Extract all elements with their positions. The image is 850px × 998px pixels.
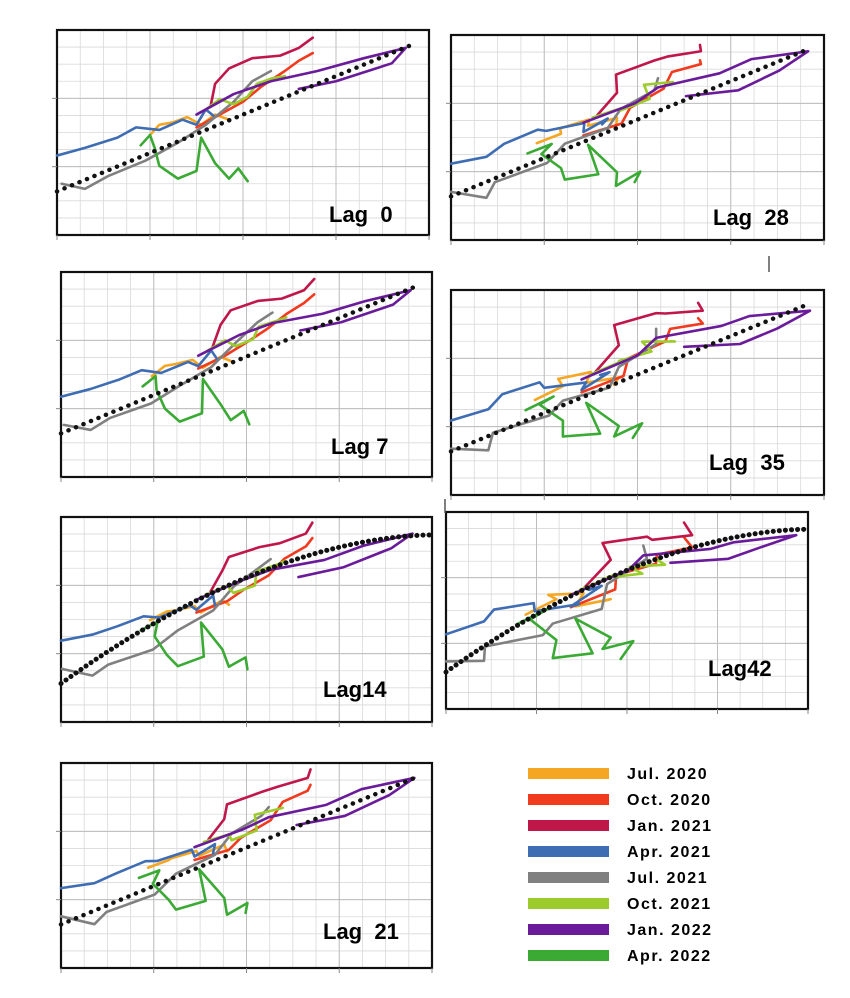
legend-swatch bbox=[528, 768, 609, 779]
series-line-oct-2021 bbox=[206, 316, 288, 352]
legend-label: Jan. 2022 bbox=[627, 922, 713, 939]
legend-label: Oct. 2021 bbox=[627, 896, 712, 913]
legend-item: Oct. 2020 bbox=[528, 792, 712, 809]
series-line-jan-2022 bbox=[580, 309, 812, 381]
trend-line bbox=[448, 303, 808, 454]
series-line-jan-2022 bbox=[582, 49, 810, 124]
series-line-oct-2020 bbox=[582, 58, 703, 137]
series-line-jan-2022 bbox=[569, 533, 798, 597]
series-line-apr-2021 bbox=[55, 108, 217, 157]
panel-7: Lag42 bbox=[441, 510, 811, 714]
series-line-jul-2021 bbox=[449, 327, 658, 452]
series-line-oct-2020 bbox=[195, 536, 314, 614]
series-line-jan-2021 bbox=[583, 521, 694, 589]
legend-swatch bbox=[528, 794, 609, 805]
panel-4: Lag 21 bbox=[56, 761, 434, 973]
legend-label: Oct. 2020 bbox=[627, 792, 712, 809]
series-line-oct-2021 bbox=[204, 74, 287, 111]
legend-label: Apr. 2022 bbox=[627, 948, 712, 965]
series-line-apr-2022 bbox=[515, 607, 635, 661]
legend-swatch bbox=[528, 872, 609, 883]
legend-item: Apr. 2022 bbox=[528, 948, 712, 965]
lag-label: Lag 28 bbox=[713, 205, 789, 230]
series-line-jan-2021 bbox=[209, 521, 314, 594]
series-line-jan-2021 bbox=[594, 301, 705, 374]
legend-item: Jan. 2022 bbox=[528, 922, 713, 939]
legend-item: Oct. 2021 bbox=[528, 896, 712, 913]
series-line-apr-2022 bbox=[139, 133, 249, 183]
series-line-oct-2020 bbox=[193, 783, 312, 862]
series-line-apr-2022 bbox=[139, 620, 249, 671]
series-line-jul-2021 bbox=[60, 557, 272, 677]
series-line-jan-2021 bbox=[209, 36, 315, 109]
series-line-apr-2021 bbox=[59, 594, 217, 642]
legend-label: Apr. 2021 bbox=[627, 844, 712, 861]
series-line-apr-2022 bbox=[137, 868, 249, 916]
legend-label: Jan. 2021 bbox=[627, 818, 713, 835]
trend-line bbox=[58, 776, 416, 927]
series-line-jan-2021 bbox=[207, 768, 312, 841]
series-line-jul-2020 bbox=[148, 113, 231, 137]
lag-label: Lag 35 bbox=[709, 450, 785, 475]
series-line-apr-2022 bbox=[141, 374, 251, 426]
legend-item: Apr. 2021 bbox=[528, 844, 712, 861]
series-line-apr-2021 bbox=[449, 117, 609, 165]
legend-label: Jul. 2021 bbox=[627, 870, 708, 887]
series-line-jul-2020 bbox=[524, 591, 613, 616]
legend-swatch bbox=[528, 924, 609, 935]
legend: Jul. 2020 Oct. 2020 Jan. 2021 Apr. 2021 Jul.… bbox=[528, 766, 713, 965]
series-line-jan-2021 bbox=[596, 43, 703, 117]
legend-swatch bbox=[528, 820, 609, 831]
series-line-apr-2022 bbox=[526, 142, 642, 188]
series-line-oct-2020 bbox=[196, 293, 316, 370]
lag-label: Lag 21 bbox=[323, 919, 399, 944]
series-line-jan-2021 bbox=[210, 277, 316, 350]
series-line-apr-2021 bbox=[449, 370, 611, 422]
series-line-jan-2022 bbox=[193, 776, 416, 849]
series-line-apr-2021 bbox=[444, 584, 603, 636]
series-line-jan-2022 bbox=[195, 532, 414, 601]
lag-label: Lag14 bbox=[323, 677, 387, 702]
panel-5: Lag 28 bbox=[446, 33, 826, 245]
lag-label: Lag 7 bbox=[331, 434, 388, 459]
series-line-jan-2022 bbox=[196, 288, 412, 357]
lag-label: Lag 0 bbox=[329, 202, 393, 227]
series-line-jul-2021 bbox=[59, 805, 271, 926]
trend-line bbox=[58, 285, 416, 436]
series-line-apr-2021 bbox=[59, 842, 217, 890]
trend-line bbox=[54, 43, 413, 194]
trend-line bbox=[443, 526, 811, 675]
lag-label: Lag42 bbox=[708, 656, 772, 681]
series-line-oct-2020 bbox=[569, 536, 694, 609]
panel-3: Lag14 bbox=[56, 515, 435, 727]
series-line-apr-2022 bbox=[524, 395, 644, 440]
trend-line bbox=[58, 532, 435, 687]
legend-swatch bbox=[528, 846, 609, 857]
trend-line bbox=[448, 48, 808, 199]
series-line-jan-2022 bbox=[195, 46, 408, 116]
legend-item: Jul. 2021 bbox=[528, 870, 708, 887]
legend-swatch bbox=[528, 898, 609, 909]
panel-1: Lag 0 bbox=[52, 28, 431, 240]
panel-6: Lag 35 bbox=[446, 288, 826, 500]
legend-item: Jan. 2021 bbox=[528, 818, 713, 835]
panel-2: Lag 7 bbox=[56, 270, 434, 482]
legend-item: Jul. 2020 bbox=[528, 766, 708, 783]
legend-swatch bbox=[528, 950, 609, 961]
series-line-apr-2021 bbox=[59, 349, 219, 398]
legend-label: Jul. 2020 bbox=[627, 766, 708, 783]
